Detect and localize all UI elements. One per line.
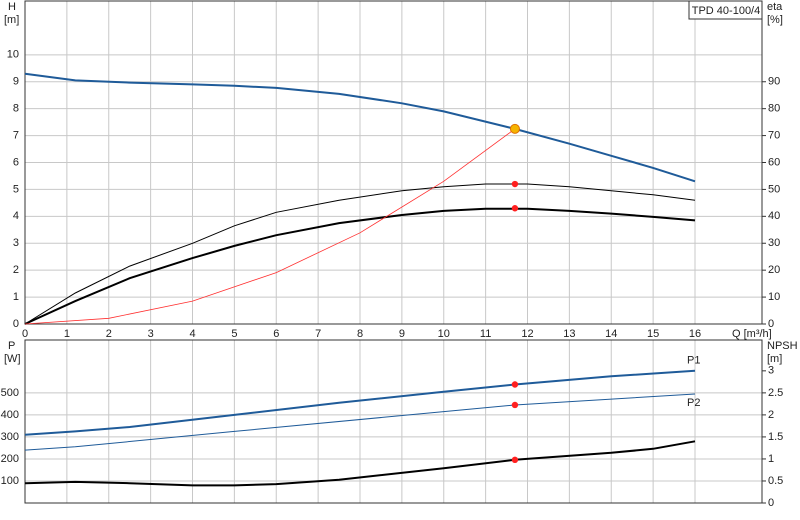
y2-tick-label: 90 bbox=[768, 76, 780, 88]
x-tick-label: 11 bbox=[480, 328, 491, 340]
y2-axis-label: NPSH bbox=[767, 340, 798, 352]
y2-tick-label: 50 bbox=[768, 183, 780, 195]
y2-tick-label: 80 bbox=[768, 103, 780, 115]
x-axis-label: Q [m³/h] bbox=[732, 328, 772, 340]
y2-tick-label: 0.5 bbox=[768, 475, 783, 487]
x-tick-label: 5 bbox=[231, 328, 237, 340]
y-tick-label: 100 bbox=[1, 475, 19, 487]
y2-tick-label: 20 bbox=[768, 264, 780, 276]
x-tick-label: 15 bbox=[647, 328, 659, 340]
x-tick-label: 13 bbox=[563, 328, 575, 340]
duty-point bbox=[511, 456, 519, 464]
y-tick-label: 1 bbox=[13, 291, 19, 303]
y2-axis-label: eta bbox=[767, 1, 783, 13]
y2-tick-label: 2 bbox=[768, 409, 774, 421]
y2-tick-label: 1.5 bbox=[768, 431, 783, 443]
plot-frame bbox=[24, 339, 763, 504]
y2-tick-label: 60 bbox=[768, 156, 780, 168]
y-tick-label: 500 bbox=[1, 387, 19, 399]
y-tick-label: 4 bbox=[13, 210, 19, 222]
y2-tick-label: 10 bbox=[768, 291, 780, 303]
series-label: P2 bbox=[687, 397, 700, 409]
y-tick-label: 200 bbox=[1, 453, 19, 465]
y2-tick-label: 0 bbox=[768, 318, 774, 330]
curve bbox=[24, 128, 516, 325]
y2-axis-unit: [%] bbox=[767, 14, 783, 26]
y-tick-label: 5 bbox=[13, 183, 19, 195]
duty-point bbox=[509, 123, 520, 134]
x-tick-label: 0 bbox=[22, 328, 28, 340]
y-tick-label: 6 bbox=[13, 156, 19, 168]
curve bbox=[24, 440, 696, 487]
curve bbox=[24, 183, 696, 325]
x-tick-label: 9 bbox=[399, 328, 405, 340]
y-tick-label: 3 bbox=[13, 237, 19, 249]
y-tick-label: 8 bbox=[13, 103, 19, 115]
y2-tick-label: 70 bbox=[768, 129, 780, 141]
curve bbox=[24, 393, 696, 451]
x-tick-label: 2 bbox=[106, 328, 112, 340]
y-tick-label: 2 bbox=[13, 264, 19, 276]
curve bbox=[24, 207, 696, 325]
title-box bbox=[688, 0, 763, 20]
duty-point bbox=[511, 205, 519, 212]
plot-frame bbox=[24, 0, 763, 325]
curve bbox=[24, 72, 696, 183]
y2-tick-label: 0 bbox=[768, 497, 774, 509]
x-tick-label: 6 bbox=[273, 328, 279, 340]
x-tick-label: 14 bbox=[605, 328, 617, 340]
y-axis-label: P bbox=[8, 340, 15, 352]
y2-tick-label: 40 bbox=[768, 210, 780, 222]
x-tick-label: 8 bbox=[357, 328, 363, 340]
x-tick-label: 12 bbox=[521, 328, 533, 340]
y2-tick-label: 3 bbox=[768, 365, 774, 377]
x-tick-label: 16 bbox=[689, 328, 701, 340]
curve bbox=[24, 369, 696, 436]
y2-tick-label: 2.5 bbox=[768, 387, 783, 399]
y-tick-label: 7 bbox=[13, 129, 19, 141]
y-tick-label: 300 bbox=[1, 431, 19, 443]
duty-point bbox=[511, 180, 519, 188]
y-axis-label: H bbox=[8, 1, 16, 13]
y-axis-unit: [m] bbox=[4, 14, 19, 26]
y2-axis-unit: [m] bbox=[767, 353, 782, 365]
y-tick-label: 10 bbox=[7, 49, 19, 61]
x-tick-label: 10 bbox=[438, 328, 450, 340]
y2-tick-label: 30 bbox=[768, 237, 780, 249]
y-tick-label: 0 bbox=[13, 318, 19, 330]
y-axis-unit: [W] bbox=[4, 353, 21, 365]
duty-point bbox=[511, 381, 519, 388]
y-tick-label: 9 bbox=[13, 76, 19, 88]
y2-tick-label: 1 bbox=[768, 453, 774, 465]
chart-title: TPD 40-100/4 bbox=[692, 5, 760, 17]
series-label: P1 bbox=[687, 355, 700, 367]
x-tick-label: 4 bbox=[189, 328, 195, 340]
x-tick-label: 7 bbox=[315, 328, 321, 340]
duty-point bbox=[511, 401, 519, 409]
y-tick-label: 400 bbox=[1, 409, 19, 421]
x-tick-label: 1 bbox=[64, 328, 70, 340]
x-tick-label: 3 bbox=[148, 328, 154, 340]
